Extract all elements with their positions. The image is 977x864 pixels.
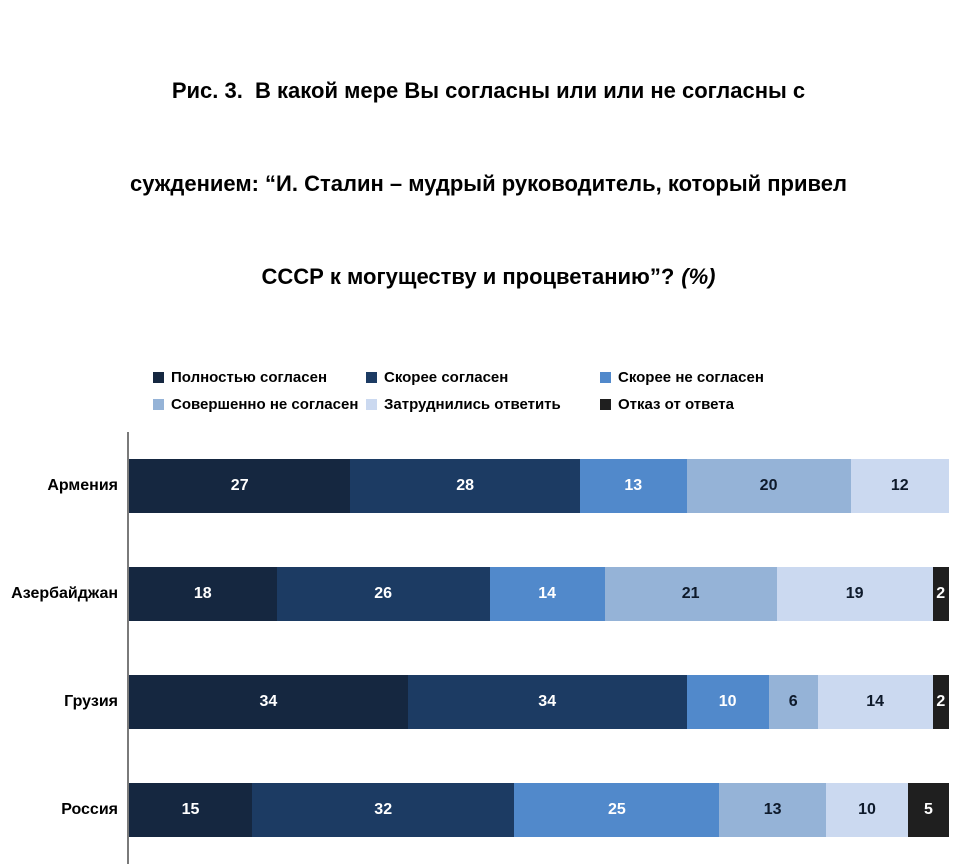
- title-percent-note: (%): [681, 264, 716, 289]
- bar-segment: 28: [350, 459, 580, 513]
- bar-segment: 13: [719, 783, 826, 837]
- legend-label: Отказ от ответа: [618, 396, 734, 413]
- title-line-1: Рис. 3. В какой мере Вы согласны или или…: [171, 78, 806, 103]
- chart-row: 15 32 25 13 10 5: [129, 756, 949, 864]
- stacked-bar: 15 32 25 13 10 5: [129, 783, 949, 837]
- bar-value-label: 10: [858, 801, 876, 818]
- bar-value-label: 21: [681, 585, 700, 602]
- legend-label: Затруднились ответить: [384, 396, 561, 413]
- bar-value-label: 34: [259, 693, 278, 710]
- bar-value-label: 6: [788, 693, 798, 710]
- legend-label: Скорее согласен: [384, 369, 509, 386]
- bar-segment: 19: [776, 567, 933, 621]
- legend-swatch-icon: [366, 372, 377, 383]
- title-line-3: СССР к могуществу и процветанию”? (%): [0, 261, 977, 292]
- chart-row: 27 28 13 20 12: [129, 432, 949, 540]
- legend-swatch-icon: [600, 399, 611, 410]
- bar-segment: 32: [252, 783, 515, 837]
- bar-value-label: 14: [538, 585, 557, 602]
- bar-segment: 2: [932, 675, 949, 729]
- chart-row: 34 34 10 6 14 2: [129, 648, 949, 756]
- legend-swatch-icon: [153, 399, 164, 410]
- bars-area: 27 28 13 20 12 18 26 14 21 19 2 34 34 10 6 14 2 15 32 25 13 1…: [127, 432, 949, 864]
- bar-value-label: 12: [890, 477, 909, 494]
- chart-row: 18 26 14 21 19 2: [129, 540, 949, 648]
- title-line-2: суждением: “И. Сталин – мудрый руководит…: [130, 171, 847, 196]
- plot-area: Армения Азербайджан Грузия Россия 27 28 13 20 1…: [0, 432, 977, 864]
- bar-value-label: 14: [866, 693, 885, 710]
- category-labels: Армения Азербайджан Грузия Россия: [0, 432, 127, 864]
- legend-item-1: Полностью согласен: [153, 369, 366, 386]
- bar-value-label: 5: [924, 801, 933, 818]
- bar-value-label: 26: [374, 585, 393, 602]
- bar-value-label: 15: [181, 801, 200, 818]
- bar-segment: 14: [817, 675, 933, 729]
- legend-item-3: Скорее не согласен: [600, 369, 977, 386]
- bar-segment: 26: [276, 567, 490, 621]
- bar-value-label: 32: [374, 801, 393, 818]
- category-label: Армения: [47, 477, 118, 494]
- legend-swatch-icon: [600, 372, 611, 383]
- bar-value-label: 2: [936, 585, 946, 602]
- legend-item-2: Скорее согласен: [366, 369, 600, 386]
- category-label: Грузия: [64, 693, 118, 710]
- bar-value-label: 19: [845, 585, 864, 602]
- bar-segment: 27: [129, 459, 351, 513]
- chart-canvas: Рис. 3. В какой мере Вы согласны или или…: [0, 13, 977, 864]
- bar-value-label: 20: [759, 477, 778, 494]
- chart-title: Рис. 3. В какой мере Вы согласны или или…: [0, 13, 977, 354]
- bar-segment: 34: [407, 675, 687, 729]
- stacked-bar: 34 34 10 6 14 2: [129, 675, 949, 729]
- legend-swatch-icon: [366, 399, 377, 410]
- bar-segment: 34: [129, 675, 408, 729]
- legend-label: Совершенно не согласен: [171, 396, 359, 413]
- bar-segment: 6: [768, 675, 818, 729]
- legend-label: Полностью согласен: [171, 369, 328, 386]
- bar-segment: 12: [850, 459, 949, 513]
- bar-segment: 2: [932, 567, 949, 621]
- bar-segment: 20: [686, 459, 851, 513]
- legend-item-5: Затруднились ответить: [366, 396, 600, 413]
- bar-segment: 15: [129, 783, 252, 837]
- bar-value-label: 13: [624, 477, 643, 494]
- bar-value-label: 2: [936, 693, 946, 710]
- bar-value-label: 34: [538, 693, 557, 710]
- stacked-bar: 27 28 13 20 12: [129, 459, 949, 513]
- bar-value-label: 28: [456, 477, 475, 494]
- legend-swatch-icon: [153, 372, 164, 383]
- chart-legend: Полностью согласен Скорее согласен Скорее …: [153, 369, 977, 413]
- bar-segment: 25: [514, 783, 720, 837]
- bar-segment: 13: [579, 459, 687, 513]
- bar-value-label: 18: [193, 585, 212, 602]
- stacked-bar: 18 26 14 21 19 2: [129, 567, 949, 621]
- bar-value-label: 25: [607, 801, 626, 818]
- bar-segment: 5: [907, 783, 949, 837]
- bar-value-label: 13: [763, 801, 782, 818]
- legend-item-6: Отказ от ответа: [600, 396, 977, 413]
- title-line-3-text: СССР к могуществу и процветанию”?: [261, 264, 675, 289]
- bar-segment: 10: [825, 783, 908, 837]
- bar-value-label: 27: [230, 477, 249, 494]
- bar-segment: 14: [489, 567, 605, 621]
- legend-label: Скорее не согласен: [618, 369, 764, 386]
- legend-item-4: Совершенно не согласен: [153, 396, 366, 413]
- category-label: Россия: [61, 801, 118, 818]
- bar-segment: 18: [129, 567, 277, 621]
- bar-segment: 10: [686, 675, 769, 729]
- bar-value-label: 10: [718, 693, 737, 710]
- bar-segment: 21: [604, 567, 777, 621]
- category-label: Азербайджан: [11, 585, 118, 602]
